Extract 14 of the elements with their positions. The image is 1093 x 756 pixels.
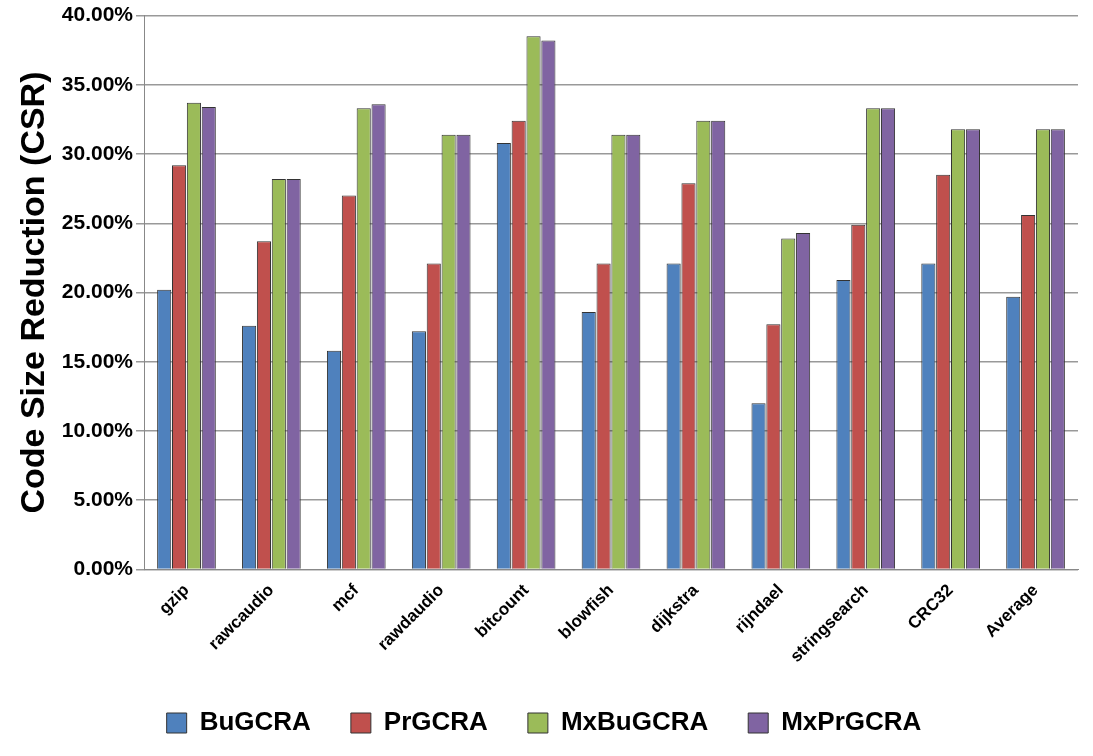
y-axis-title: Code Size Reduction (CSR) — [12, 71, 51, 514]
y-tick-label: 35.00% — [61, 71, 134, 95]
legend-label: PrGCRA — [383, 706, 489, 737]
y-tick-label: 15.00% — [61, 348, 134, 372]
legend-label: BuGCRA — [199, 706, 312, 737]
y-tick-label: 40.00% — [61, 2, 134, 26]
y-tick-label: 5.00% — [73, 486, 134, 510]
y-tick-label: 25.00% — [61, 210, 134, 234]
legend-label: MxPrGCRA — [781, 706, 922, 737]
y-tick-label: 0.00% — [73, 556, 134, 580]
legend-label: MxBuGCRA — [560, 706, 709, 737]
y-tick-label: 30.00% — [61, 140, 134, 164]
y-tick-label: 10.00% — [61, 417, 134, 441]
y-tick-label: 20.00% — [61, 279, 134, 303]
